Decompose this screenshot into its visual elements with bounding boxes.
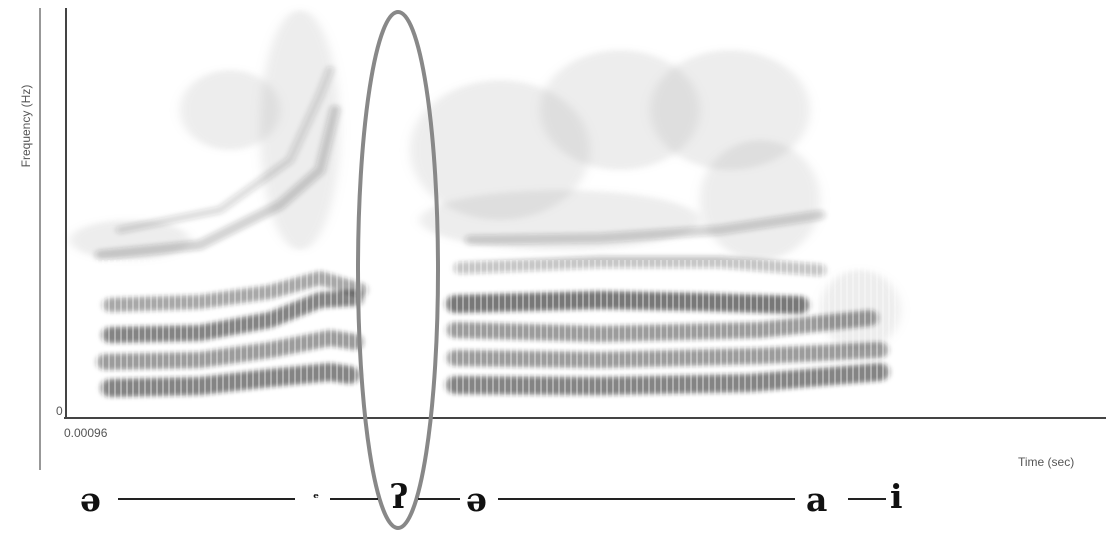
formant-band [465,210,825,245]
glottal-gap-ellipse [356,10,440,530]
noise-blob [700,140,820,260]
segment-schwa-1: ə [80,480,101,519]
noise-blob [650,50,810,170]
voicing-striations [80,260,900,420]
formant-band [116,66,334,234]
noise-blob [180,70,280,150]
x-axis-label: Time (sec) [1018,455,1075,469]
segment-small-mark: ᵉ [313,491,320,507]
x-tick-label: 0.00096 [64,426,108,440]
segment-schwa-2: ə [466,480,487,519]
y-axis-label: Frequency (Hz) [19,84,33,168]
formant-band [95,105,340,260]
segment-glottal-stop: ʔ [390,477,409,516]
segment-i: i [890,477,903,516]
y-tick-label: 0 [56,404,63,418]
noise-blob [540,50,700,170]
segment-a: a [806,480,828,519]
